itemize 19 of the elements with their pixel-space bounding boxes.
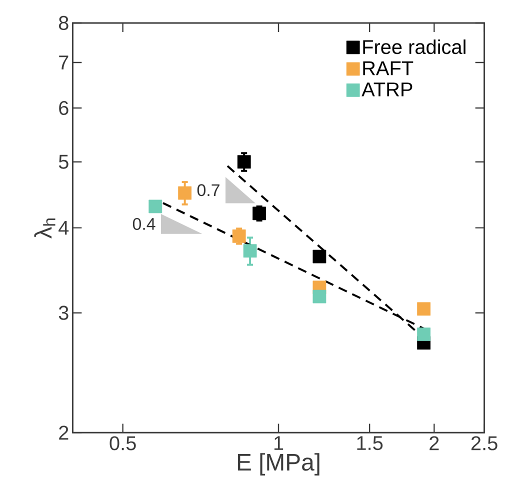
y-tick-label: 6 (59, 100, 68, 116)
x-axis-title: E [MPa] (238, 453, 320, 476)
y-tick-label: 4 (58, 220, 69, 235)
x-tick-label: 2 (430, 436, 439, 450)
legend-label: Free radical (363, 39, 466, 54)
x-tick-label: 2.5 (471, 436, 498, 450)
x-tick-label: 1 (274, 436, 284, 450)
y-tick-label: 5 (58, 154, 68, 169)
y-tick-label: 2 (59, 426, 68, 440)
y-tick-label: 3 (58, 306, 68, 320)
y-tick-label: 7 (59, 56, 68, 70)
legend-label: ATRP (362, 82, 412, 96)
y-axis-title: λ$_{h}$ (34, 218, 56, 239)
y-tick-label: 8 (58, 16, 68, 30)
x-tick-label: 1.5 (357, 436, 383, 450)
x-tick-label: 0.5 (110, 436, 136, 450)
annotation: 0.4 (132, 218, 156, 230)
legend-label: RAFT (363, 61, 414, 76)
annotation: 0.7 (197, 184, 220, 196)
